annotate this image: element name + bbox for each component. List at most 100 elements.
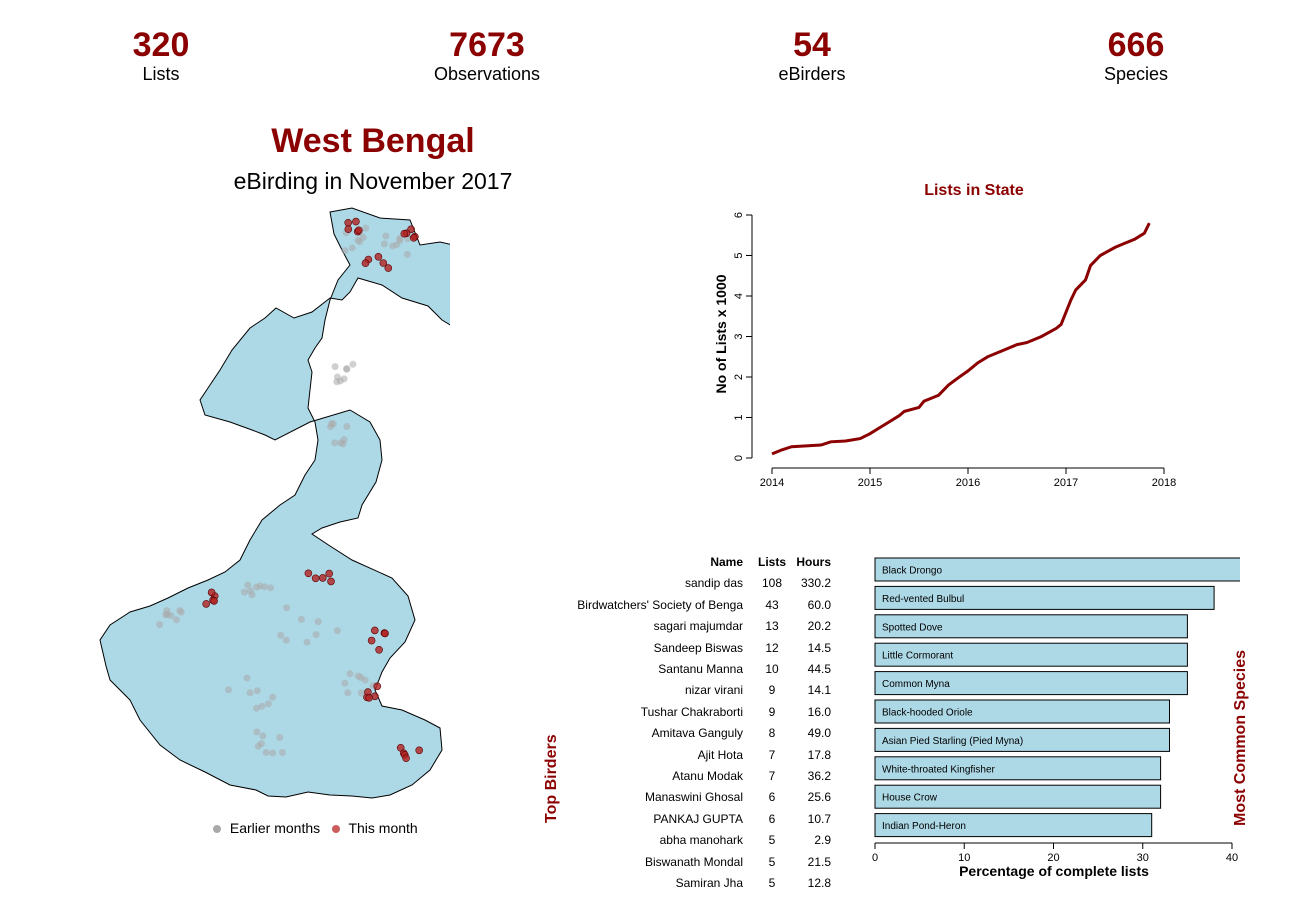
table-row: Biswanath Mondal 5 21.5 (560, 852, 831, 873)
y-tick-label: 1 (733, 414, 745, 420)
x-tick-label: 2015 (858, 477, 882, 489)
map-point-earlier (173, 616, 180, 624)
birder-lists: 5 (768, 833, 776, 848)
map-point-this-month (344, 225, 353, 234)
map-point-earlier (341, 247, 349, 255)
map-point-earlier (312, 631, 320, 639)
map-point-earlier (396, 237, 404, 245)
map-point-this-month (327, 577, 335, 586)
stat-observations-label: Observations (433, 64, 541, 84)
stat-species: 666 Species (1026, 26, 1246, 84)
map-point-earlier (276, 734, 284, 741)
map-point-earlier (264, 700, 272, 708)
birder-name: Manaswini Ghosal (644, 790, 743, 805)
map-point-earlier (362, 224, 370, 232)
map-point-earlier (331, 363, 339, 371)
page-subtitle: eBirding in November 2017 (233, 168, 513, 194)
map-point-this-month (319, 574, 327, 582)
common-species-title: Most Common Species (1232, 649, 1249, 826)
stat-lists: 320 Lists (51, 26, 271, 84)
map-point-earlier (282, 636, 290, 644)
birder-hours: 14.5 (807, 640, 831, 655)
bar-chart-axis: 0 10 20 30 40 (872, 842, 1238, 864)
birder-hours: 10.7 (807, 811, 831, 826)
birder-name: Ajit Hota (697, 747, 743, 762)
legend-earlier-swatch (213, 825, 221, 834)
birder-lists: 5 (768, 854, 776, 869)
map-legend: Earlier months This month (213, 820, 418, 836)
map-point-earlier (333, 627, 341, 635)
birder-hours: 12.8 (807, 876, 831, 891)
map-point-earlier (269, 749, 277, 757)
birder-name: Tushar Chakraborti (640, 704, 743, 719)
bar (874, 614, 1188, 639)
table-row: sandip das 108 330.2 (560, 573, 831, 594)
birder-name: sagari majumdar (653, 619, 743, 634)
birder-lists: 43 (765, 597, 779, 612)
legend-this-month-swatch (331, 825, 340, 834)
map-point-earlier (176, 607, 184, 615)
map-point-earlier (283, 604, 291, 612)
birder-hours: 330.2 (800, 576, 831, 591)
birder-lists: 9 (768, 704, 776, 719)
birder-name: nizar virani (684, 683, 743, 698)
birder-hours: 36.2 (807, 769, 831, 784)
birder-hours: 25.6 (807, 790, 831, 805)
map-point-this-month (402, 754, 410, 763)
map-point-earlier (382, 232, 390, 240)
table-row: Atanu Modak 7 36.2 (560, 766, 831, 787)
map-point-earlier (337, 439, 345, 447)
birder-name: abha manohark (659, 833, 743, 848)
map-point-earlier (348, 244, 356, 252)
map-point-this-month (354, 226, 363, 235)
map-point-earlier (156, 621, 164, 629)
map-point-earlier (269, 693, 277, 701)
birder-hours: 2.9 (814, 833, 831, 848)
map-point-earlier (344, 689, 352, 697)
birder-lists: 7 (768, 769, 776, 784)
map-point-earlier (340, 375, 348, 383)
page-title: West Bengal (271, 122, 475, 160)
birder-hours: 60.0 (807, 597, 831, 612)
bar-label: Red-vented Bulbul (882, 594, 964, 605)
birder-hours: 21.5 (807, 854, 831, 869)
map-point-this-month (202, 600, 210, 608)
birder-lists: 6 (768, 811, 776, 826)
map-point-earlier (314, 618, 322, 626)
birder-lists: 6 (768, 790, 776, 805)
map-point-earlier (343, 423, 351, 430)
birder-name: Amitava Ganguly (651, 726, 743, 741)
x-tick-label: 10 (958, 852, 970, 864)
stat-observations: 7673 Observations (377, 26, 597, 84)
map-point-this-month (374, 252, 383, 261)
bar (874, 784, 1162, 809)
y-tick-label: 5 (733, 252, 745, 258)
map-point-earlier (357, 689, 365, 697)
line-chart-title: Lists in State (924, 182, 1024, 199)
map-point-earlier (403, 250, 411, 258)
map-point-earlier (278, 749, 286, 756)
x-tick-label: 0 (872, 852, 878, 864)
map-point-earlier (359, 234, 367, 241)
birder-name: Santanu Manna (658, 662, 743, 677)
top-birders-table: Name Lists Hours sandip das 108 330.2 Birdw… (560, 552, 831, 895)
birder-name: Atanu Modak (672, 769, 743, 784)
line-chart-ylabel: No of Lists x 1000 (713, 274, 729, 393)
table-row: Sandeep Biswas 12 14.5 (560, 638, 831, 659)
map-point-earlier (331, 439, 339, 447)
y-tick-label: 2 (733, 374, 745, 380)
birder-lists: 10 (765, 662, 779, 677)
legend-this-month-label: This month (348, 820, 418, 836)
bar (874, 813, 1153, 838)
bar-label: Black-hooded Oriole (882, 708, 973, 719)
table-row: nizar virani 9 14.1 (560, 680, 831, 701)
x-tick-label: 40 (1226, 852, 1238, 864)
map-point-earlier (162, 611, 170, 619)
map-point-this-month (415, 746, 424, 755)
map-point-earlier (261, 583, 268, 591)
bar-label: Little Cormorant (882, 651, 953, 662)
map-point-earlier (343, 365, 351, 373)
map-point-earlier (380, 240, 388, 248)
table-row: Ajit Hota 7 17.8 (560, 745, 831, 766)
bar (874, 671, 1188, 696)
